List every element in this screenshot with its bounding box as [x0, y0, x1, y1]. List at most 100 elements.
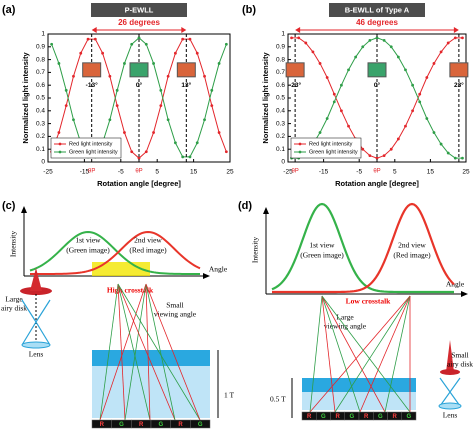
ray [321, 295, 361, 413]
point [101, 51, 104, 55]
marker-swatch [285, 62, 305, 78]
point [64, 88, 68, 92]
crosstalk-label: Low crosstalk [346, 297, 391, 306]
point [361, 45, 365, 49]
ray [117, 283, 151, 421]
point [411, 109, 414, 113]
arrowhead [91, 27, 97, 33]
y-tick-label: 1 [281, 31, 285, 38]
view-label: 2nd view [134, 236, 162, 245]
thickness-label: 1 T [224, 391, 234, 400]
view-label: (Red image) [129, 246, 167, 255]
point [361, 147, 365, 151]
pixel [401, 411, 417, 421]
view-label: 1st view [75, 236, 101, 245]
charts: (a) P-EWLL 0 0.1 0.2 0.3 0.4 0.5 0.6 0.7 0.8 0.9 1 -2… [2, 3, 470, 188]
point [174, 51, 177, 55]
airy-disk [440, 369, 460, 375]
point [108, 74, 112, 78]
point [389, 45, 393, 49]
pixel-label: R [100, 422, 105, 428]
point [347, 68, 350, 72]
point [404, 68, 407, 72]
airy-label: airy disk [1, 304, 27, 313]
legend-swatch [298, 150, 302, 154]
pixel-label: R [392, 414, 397, 420]
point [396, 137, 400, 141]
point [404, 124, 407, 128]
arrowhead [203, 273, 210, 279]
point [411, 83, 414, 87]
ray [124, 283, 147, 421]
display-body [92, 366, 210, 418]
point [166, 118, 170, 122]
point [418, 100, 422, 104]
pixel-label: R [178, 422, 183, 428]
y-tick-label: 0.4 [276, 108, 285, 115]
point [318, 62, 322, 65]
airy-peak [30, 268, 42, 291]
marker-label: 0° [374, 81, 381, 89]
point [439, 50, 443, 54]
y-tick-label: 0.9 [36, 44, 45, 51]
view-label: 2nd view [398, 241, 426, 250]
viewing-label: Large [336, 313, 354, 322]
point [432, 131, 436, 134]
y-tick-label: 0.6 [276, 82, 285, 89]
y-tick-label: 0.5 [36, 95, 45, 102]
legend-swatch [58, 142, 62, 146]
point [195, 141, 199, 145]
x-tick-label: -5 [356, 169, 362, 176]
point [382, 39, 386, 42]
y-tick-label: 0 [281, 159, 285, 166]
y-axis-title: Normalized light intensity [21, 52, 30, 144]
marker-swatch [129, 62, 149, 78]
point [311, 50, 315, 54]
diagram-d: (d) Intensity Angle 1st view (Green imag… [238, 200, 473, 421]
x-tick-label: -15 [80, 169, 90, 176]
x-tick-label: 25 [462, 169, 470, 176]
theta-label: θP [135, 169, 142, 175]
point [318, 131, 322, 134]
point [108, 118, 112, 122]
point [439, 142, 443, 146]
point [152, 62, 155, 65]
panel-label: (a) [2, 4, 16, 16]
ray [99, 283, 147, 421]
banner [329, 3, 425, 17]
lens-ray [439, 377, 461, 407]
point [224, 150, 228, 154]
axis-label: Angle [209, 265, 228, 274]
y-tick-label: 0.8 [276, 56, 285, 63]
x-axis-title: Rotation angle [degree] [97, 179, 181, 188]
span-label: 26 degrees [118, 18, 160, 27]
point [174, 141, 177, 145]
viewing-label: Small [166, 301, 184, 310]
x-tick-label: -5 [118, 169, 124, 176]
arrowhead [181, 27, 187, 33]
point [461, 156, 464, 160]
diagram-c: (c) Intensity Angle 1st view (Green imag… [1, 200, 234, 429]
x-tick-label: 25 [226, 169, 234, 176]
point [210, 104, 214, 108]
point [181, 37, 185, 41]
y-tick-label: 0.7 [276, 69, 285, 76]
point [340, 109, 343, 113]
legend-swatch [298, 142, 302, 146]
y-axis-title: Normalized light intensity [261, 52, 270, 144]
point [347, 124, 350, 128]
lens-label: Lens [443, 411, 458, 420]
ray [99, 283, 119, 421]
point [304, 41, 308, 45]
point [130, 150, 134, 154]
y-tick-label: 1 [41, 31, 45, 38]
point [325, 76, 329, 79]
point [57, 131, 61, 134]
ray [334, 295, 411, 413]
point [86, 37, 90, 41]
point [79, 51, 83, 55]
point [425, 76, 429, 79]
point [195, 51, 199, 55]
point [224, 42, 228, 46]
